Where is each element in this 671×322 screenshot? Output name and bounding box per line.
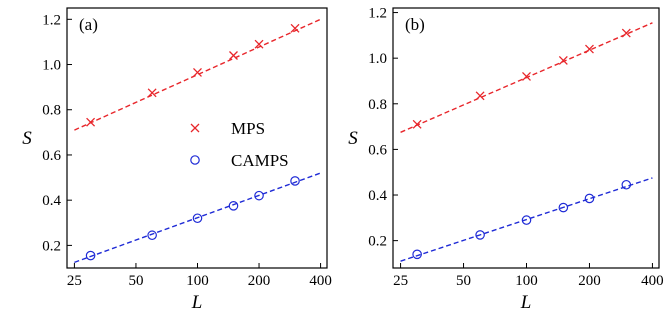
y-tick-label: 1.0 bbox=[368, 51, 387, 67]
data-point-camps bbox=[521, 215, 532, 225]
data-point-camps bbox=[558, 202, 569, 213]
data-point-mps bbox=[147, 88, 157, 98]
data-point-camps bbox=[147, 230, 157, 241]
panel-label: (a) bbox=[79, 15, 98, 34]
data-point-mps bbox=[290, 23, 300, 33]
plot-frame bbox=[66, 7, 328, 269]
legend-marker-mps bbox=[190, 123, 200, 133]
y-tick-label: 0.6 bbox=[368, 142, 387, 158]
y-axis-title: S bbox=[22, 128, 32, 149]
legend: MPS CAMPS bbox=[190, 119, 289, 170]
x-tick-label: 200 bbox=[578, 273, 601, 289]
y-axis-title: S bbox=[348, 128, 358, 149]
x-tick-label: 50 bbox=[456, 273, 471, 289]
x-tick-label: 200 bbox=[248, 273, 271, 289]
data-point-camps bbox=[228, 201, 239, 211]
x-tick-label: 25 bbox=[67, 273, 82, 289]
legend-label-camps: CAMPS bbox=[231, 151, 289, 170]
data-point-camps bbox=[254, 190, 264, 201]
data-point-mps bbox=[412, 119, 422, 129]
x-tick-label: 100 bbox=[515, 273, 538, 289]
data-point-mps bbox=[522, 71, 531, 81]
y-tick-label: 0.8 bbox=[368, 97, 387, 113]
data-point-mps bbox=[475, 91, 485, 101]
panel-label: (b) bbox=[405, 15, 425, 34]
legend-marker-camps bbox=[190, 155, 200, 165]
x-tick-label: 50 bbox=[128, 273, 143, 289]
data-point-mps bbox=[86, 117, 96, 127]
data-point-camps bbox=[290, 176, 300, 186]
panel-b-chart: 25 50 100 200 400 0.2 0.4 0.6 0.8 1.0 1.2 L S (b) bbox=[348, 6, 663, 313]
panel-a-chart: 25 50 100 200 400 0.2 0.4 0.6 0.8 1.0 1.2 L S (a) MPS C… bbox=[22, 7, 332, 313]
data-point-camps bbox=[475, 230, 485, 240]
x-axis-title: L bbox=[520, 292, 532, 313]
x-tick-label: 25 bbox=[393, 273, 408, 289]
y-tick-label: 0.4 bbox=[42, 193, 61, 209]
x-tick-label: 100 bbox=[186, 273, 209, 289]
legend-label-mps: MPS bbox=[231, 119, 265, 138]
x-tick-label: 400 bbox=[641, 273, 664, 289]
data-point-mps bbox=[585, 44, 594, 54]
y-tick-label: 0.4 bbox=[368, 188, 387, 204]
data-point-camps bbox=[192, 213, 203, 224]
data-point-mps bbox=[558, 55, 568, 65]
data-point-mps bbox=[229, 51, 238, 60]
y-tick-label: 1.0 bbox=[42, 58, 61, 74]
y-tick-label: 1.2 bbox=[42, 12, 61, 28]
data-point-mps bbox=[254, 39, 264, 49]
y-tick-label: 0.2 bbox=[42, 238, 61, 254]
plot-frame bbox=[392, 7, 660, 269]
x-tick-label: 400 bbox=[309, 273, 332, 289]
y-tick-label: 0.8 bbox=[42, 103, 61, 119]
data-point-camps bbox=[412, 249, 422, 260]
data-point-camps bbox=[621, 179, 632, 190]
x-axis-title: L bbox=[191, 292, 203, 313]
fit-line-camps bbox=[400, 177, 653, 262]
y-tick-label: 0.2 bbox=[368, 234, 387, 250]
y-tick-label: 1.2 bbox=[368, 6, 387, 22]
fit-line-camps bbox=[74, 172, 321, 264]
data-point-camps bbox=[584, 193, 595, 204]
fit-line-mps bbox=[400, 22, 653, 133]
data-point-mps bbox=[193, 67, 202, 77]
data-point-camps bbox=[85, 250, 96, 261]
data-point-mps bbox=[621, 28, 631, 38]
fit-line-mps bbox=[74, 18, 321, 131]
y-tick-label: 0.6 bbox=[42, 148, 61, 164]
